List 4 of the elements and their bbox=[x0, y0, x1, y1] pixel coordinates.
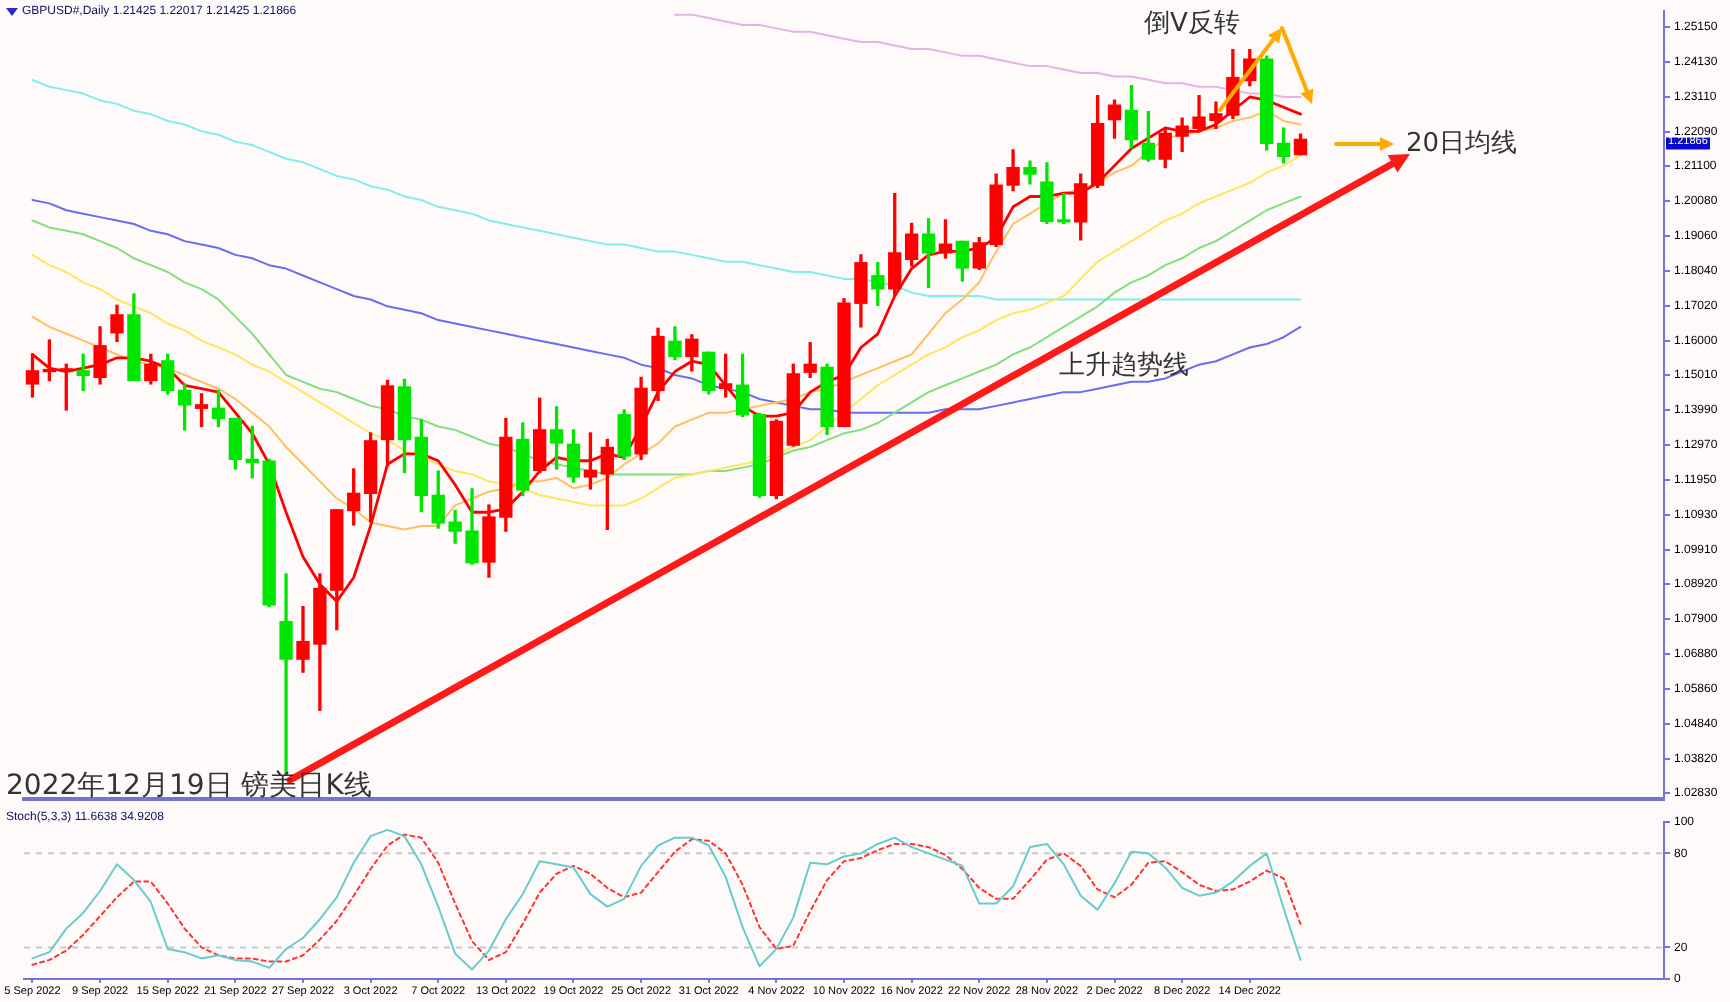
annotation: 上升趋势线 bbox=[1059, 351, 1189, 381]
annotation: 2022年12月19日 镑美日K线 bbox=[6, 770, 372, 802]
text: 20日均线 bbox=[1406, 129, 1518, 159]
annotation: 倒V反转 bbox=[1144, 9, 1240, 39]
